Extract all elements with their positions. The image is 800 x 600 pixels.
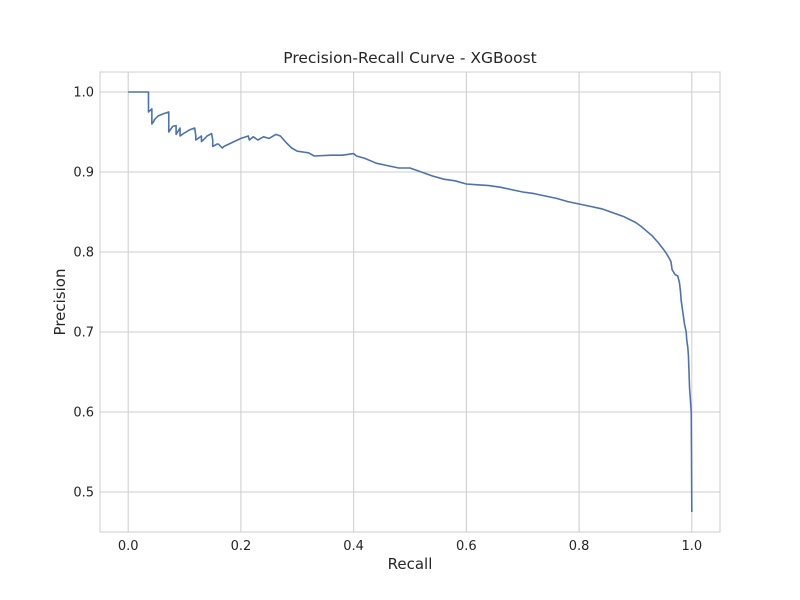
series-group [128, 91, 693, 513]
x-axis-label: Recall [388, 555, 433, 573]
y-axis-label: Precision [51, 269, 69, 336]
x-tick-label: 0.4 [343, 539, 364, 554]
grid [100, 72, 720, 532]
y-tick-label: 0.5 [73, 486, 94, 501]
tick-labels: 0.0 0.2 0.4 0.6 0.8 1.0 0.5 0.6 0.7 0.8 0.9 1.0 [73, 86, 702, 555]
x-tick-label: 0.0 [118, 539, 139, 554]
y-tick-label: 0.9 [73, 166, 94, 181]
pr-curve-line [128, 91, 693, 513]
chart-title: Precision-Recall Curve - XGBoost [283, 49, 536, 67]
x-tick-label: 0.8 [569, 539, 590, 554]
y-tick-label: 0.7 [73, 326, 94, 341]
y-tick-label: 0.8 [73, 246, 94, 261]
y-tick-label: 1.0 [73, 86, 94, 101]
plot-area [99, 71, 721, 533]
x-tick-label: 0.2 [231, 539, 252, 554]
x-tick-label: 0.6 [456, 539, 477, 554]
y-tick-label: 0.6 [73, 406, 94, 421]
x-tick-label: 1.0 [681, 539, 702, 554]
